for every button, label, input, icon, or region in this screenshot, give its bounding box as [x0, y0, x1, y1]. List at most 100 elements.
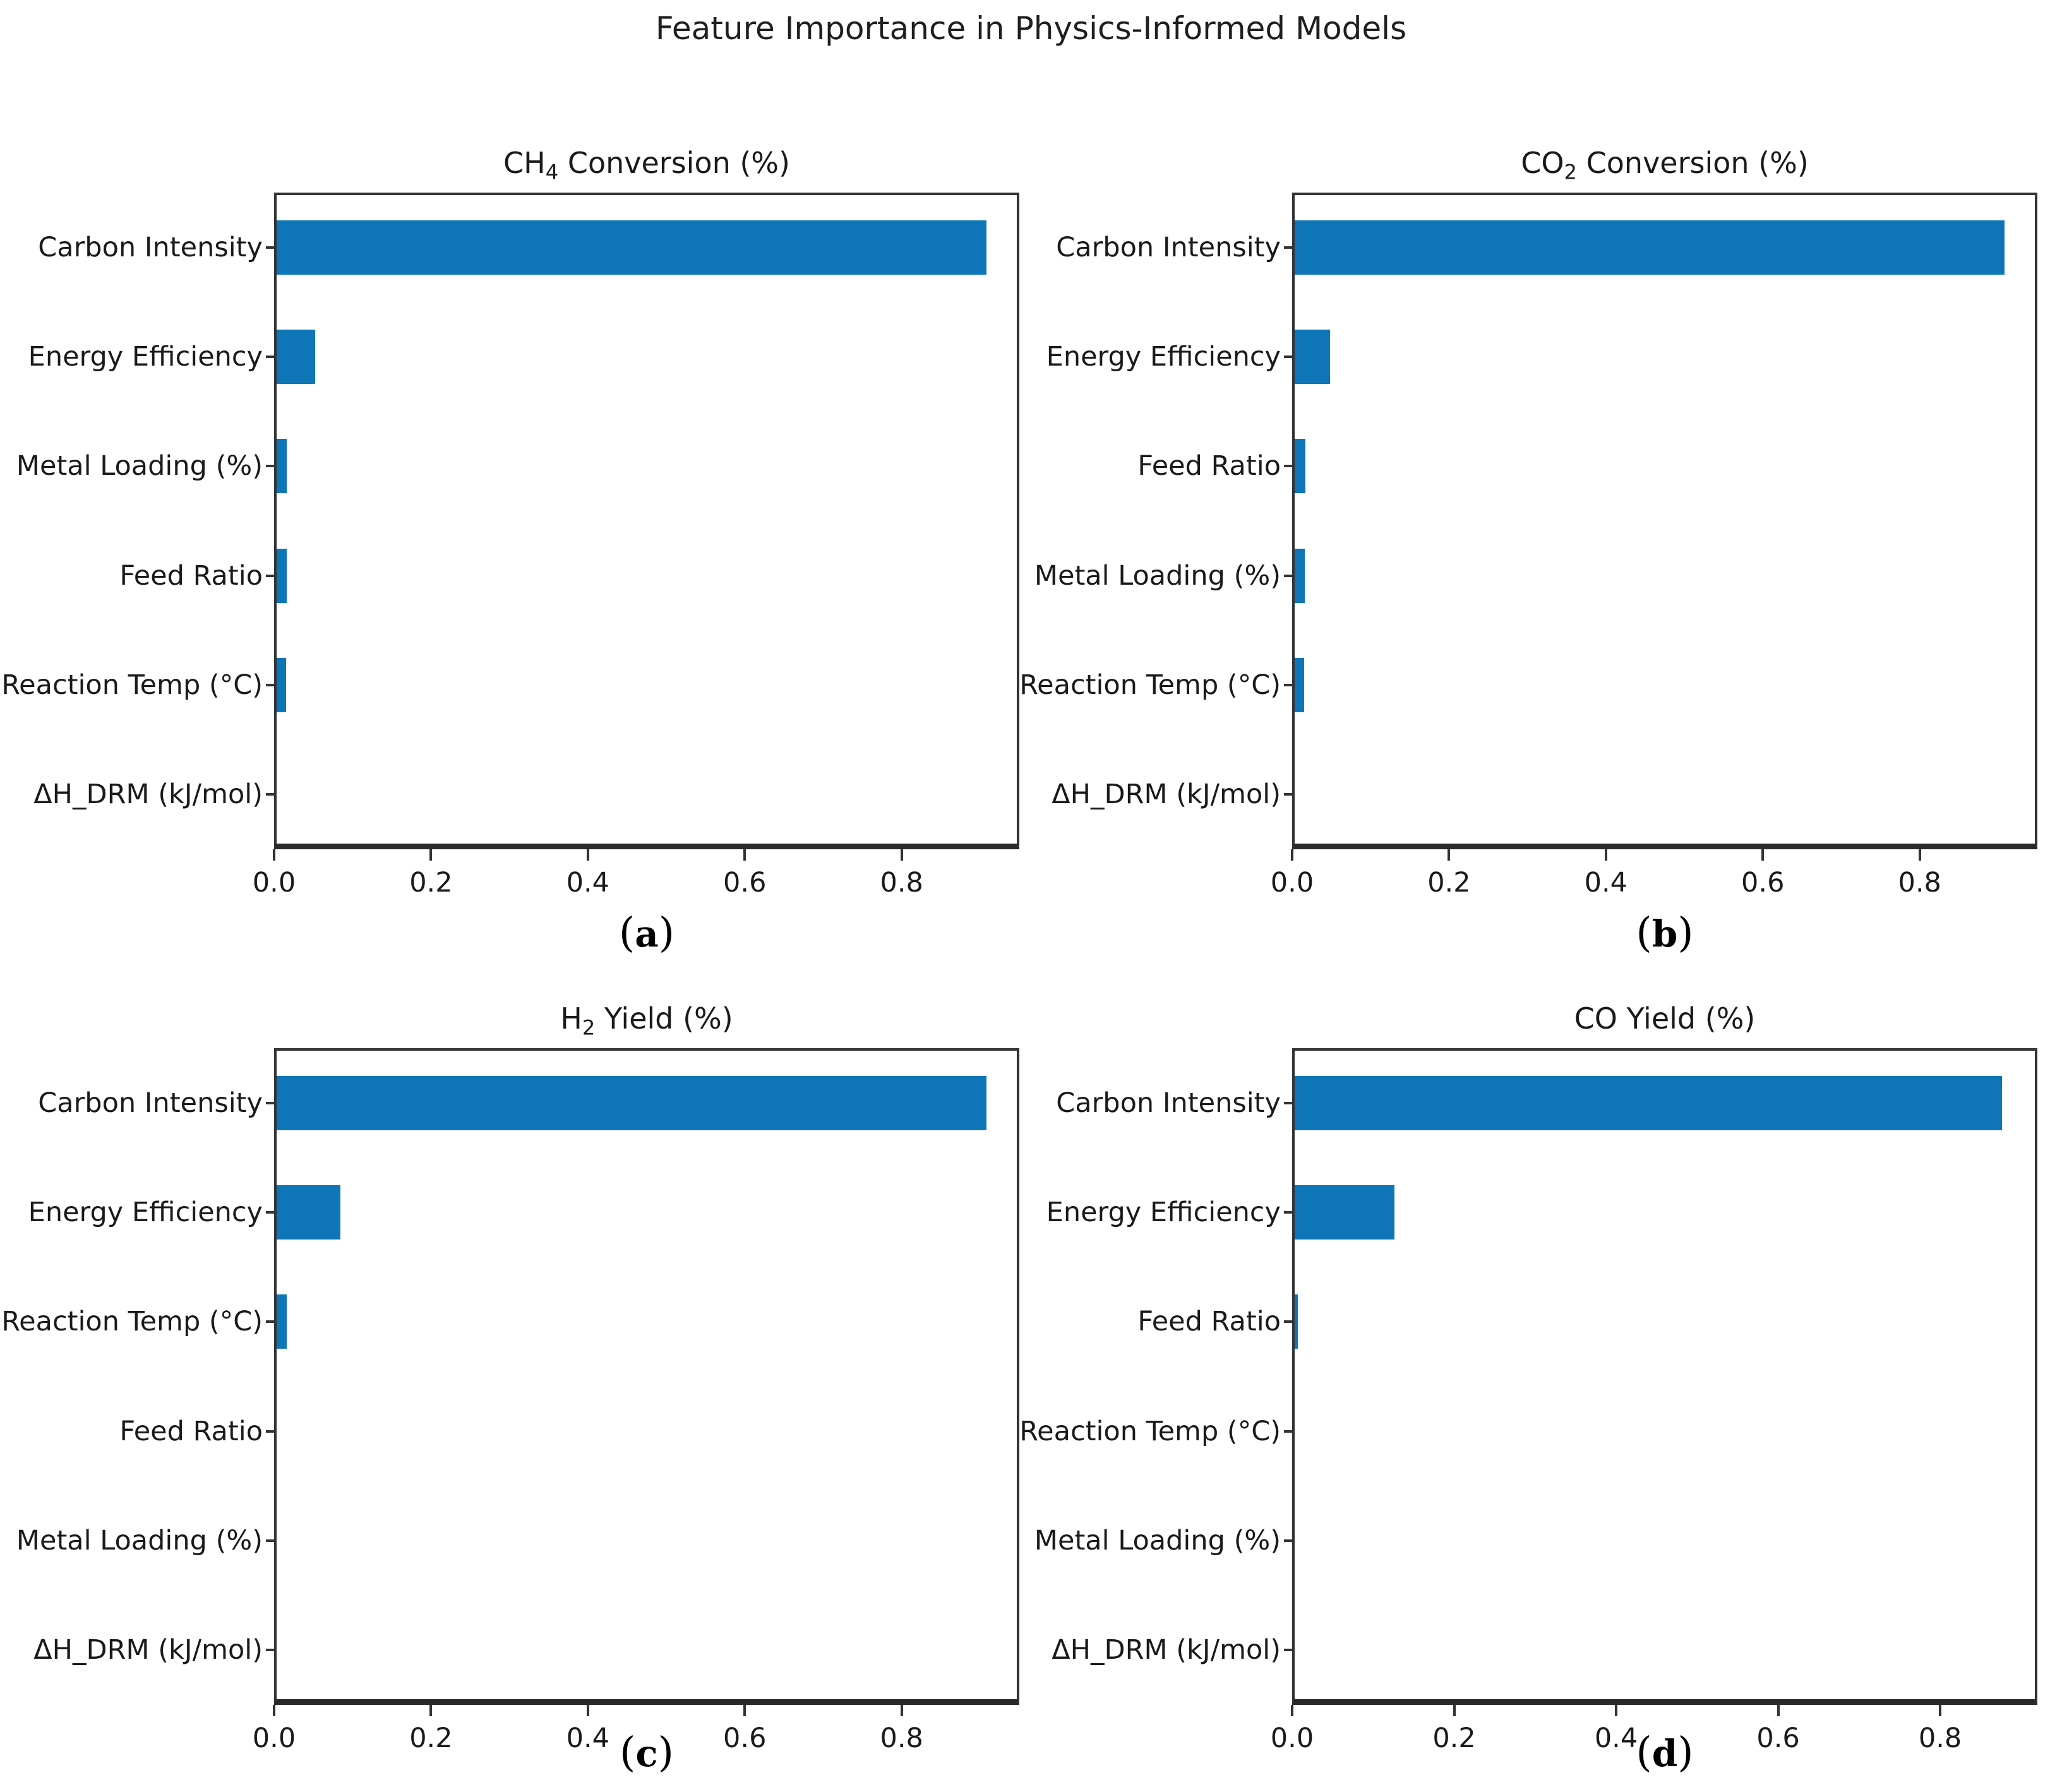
panel-letter-char: b [1651, 912, 1678, 955]
bar [1295, 220, 2005, 275]
x-tick [1604, 849, 1607, 861]
panel-letter: (c) [274, 1729, 1019, 1776]
bar [277, 220, 987, 275]
subplot-title-subscript: 2 [1564, 160, 1578, 184]
y-tick-label: Carbon Intensity [1056, 231, 1281, 263]
x-tick-label: 0.2 [1432, 1723, 1476, 1754]
x-tick-label: 0.6 [1756, 1723, 1800, 1754]
y-tick-label: ΔH_DRM (kJ/mol) [33, 779, 263, 811]
panel-letter: (a) [274, 909, 1019, 957]
bar [1295, 1185, 1394, 1239]
x-tick-label: 0.2 [1427, 867, 1471, 899]
x-tick [1291, 1705, 1293, 1716]
x-tick-label: 0.0 [1270, 1723, 1314, 1754]
subplot-title-subscript: 2 [582, 1015, 596, 1040]
x-tick-label: 0.8 [1918, 1723, 1962, 1754]
x-tick [1761, 849, 1765, 861]
subplot-title-text: H [560, 1001, 582, 1036]
panel-letter-paren: ) [657, 1729, 674, 1776]
x-tick [1918, 849, 1921, 861]
panel-letter-paren: ( [1636, 1729, 1652, 1776]
y-tick-label: Carbon Intensity [1056, 1087, 1281, 1119]
x-tick [273, 849, 275, 861]
y-tick [266, 1649, 274, 1652]
subplot-title: CO Yield (%) [1292, 1001, 2037, 1036]
y-tick [266, 1101, 274, 1104]
y-tick [266, 684, 274, 686]
y-tick-label: Reaction Temp (°C) [1, 669, 263, 701]
panel-letter: (d) [1292, 1729, 2037, 1776]
y-tick-label: Metal Loading (%) [16, 450, 263, 482]
subplot-title-text: Conversion (%) [1577, 146, 1809, 180]
panel-letter-paren: ( [1636, 909, 1652, 957]
y-tick-label: Carbon Intensity [38, 231, 263, 263]
x-tick [743, 849, 746, 861]
x-tick-label: 0.4 [1594, 1723, 1638, 1754]
x-tick-label: 0.8 [880, 867, 923, 899]
x-tick-label: 0.0 [252, 1723, 296, 1754]
y-tick [1284, 793, 1292, 796]
y-tick-label: Energy Efficiency [28, 341, 263, 373]
x-tick [1448, 849, 1451, 861]
panel-letter: (b) [1292, 909, 2037, 957]
plot-frame [274, 193, 1019, 849]
x-tick [1291, 849, 1293, 861]
y-tick [266, 1430, 274, 1433]
y-tick [266, 574, 274, 577]
plot-frame [1292, 193, 2037, 849]
y-tick [1284, 1211, 1292, 1214]
x-tick [429, 849, 433, 861]
y-tick [1284, 465, 1292, 468]
bar [1295, 1075, 2002, 1130]
y-tick-label: ΔH_DRM (kJ/mol) [1052, 779, 1281, 811]
x-tick [429, 1705, 433, 1716]
x-tick-label: 0.4 [566, 1723, 610, 1754]
bar [277, 548, 287, 603]
subplot-title: CH4 Conversion (%) [274, 146, 1019, 184]
y-tick-label: Reaction Temp (°C) [1, 1306, 263, 1338]
y-tick [1284, 246, 1292, 249]
x-tick-label: 0.2 [409, 867, 453, 899]
bar [277, 1075, 987, 1130]
bar [1295, 330, 1330, 384]
y-tick [266, 793, 274, 796]
x-tick-label: 0.6 [723, 1723, 767, 1754]
y-tick-label: Carbon Intensity [38, 1087, 263, 1119]
x-tick [900, 849, 903, 861]
y-tick-label: Metal Loading (%) [1034, 559, 1281, 592]
plot-frame [1292, 1048, 2037, 1705]
panel-letter-char: a [635, 912, 659, 955]
y-tick [266, 1211, 274, 1214]
panel-letter-paren: ) [1677, 1729, 1694, 1776]
y-tick-label: Feed Ratio [1137, 1306, 1281, 1338]
x-tick [1939, 1705, 1942, 1716]
y-tick-label: ΔH_DRM (kJ/mol) [33, 1634, 263, 1666]
y-tick-label: Metal Loading (%) [16, 1525, 263, 1556]
panel-letter-paren: ( [618, 909, 635, 957]
y-tick [1284, 1430, 1292, 1433]
x-tick [1777, 1705, 1780, 1716]
y-tick [1284, 355, 1292, 358]
y-tick [1284, 684, 1292, 686]
x-tick-label: 0.4 [1584, 867, 1628, 899]
bar [277, 658, 286, 712]
y-tick [1284, 1320, 1292, 1323]
y-tick-label: Reaction Temp (°C) [1019, 669, 1281, 701]
subplot-title-text: Conversion (%) [558, 146, 790, 180]
subplot-title-text: CH [503, 146, 546, 180]
x-tick-label: 0.4 [566, 867, 610, 899]
figure-title: Feature Importance in Physics-Informed M… [655, 10, 1407, 47]
subplot-title: CO2 Conversion (%) [1292, 146, 2037, 184]
panel-letter-paren: ( [619, 1729, 636, 1776]
y-tick [1284, 1649, 1292, 1652]
x-tick [1615, 1705, 1618, 1716]
panel-letter-paren: ) [658, 909, 675, 957]
y-tick-label: Metal Loading (%) [1034, 1525, 1281, 1556]
x-tick [1453, 1705, 1456, 1716]
x-tick [743, 1705, 746, 1716]
y-tick-label: Reaction Temp (°C) [1019, 1415, 1281, 1447]
